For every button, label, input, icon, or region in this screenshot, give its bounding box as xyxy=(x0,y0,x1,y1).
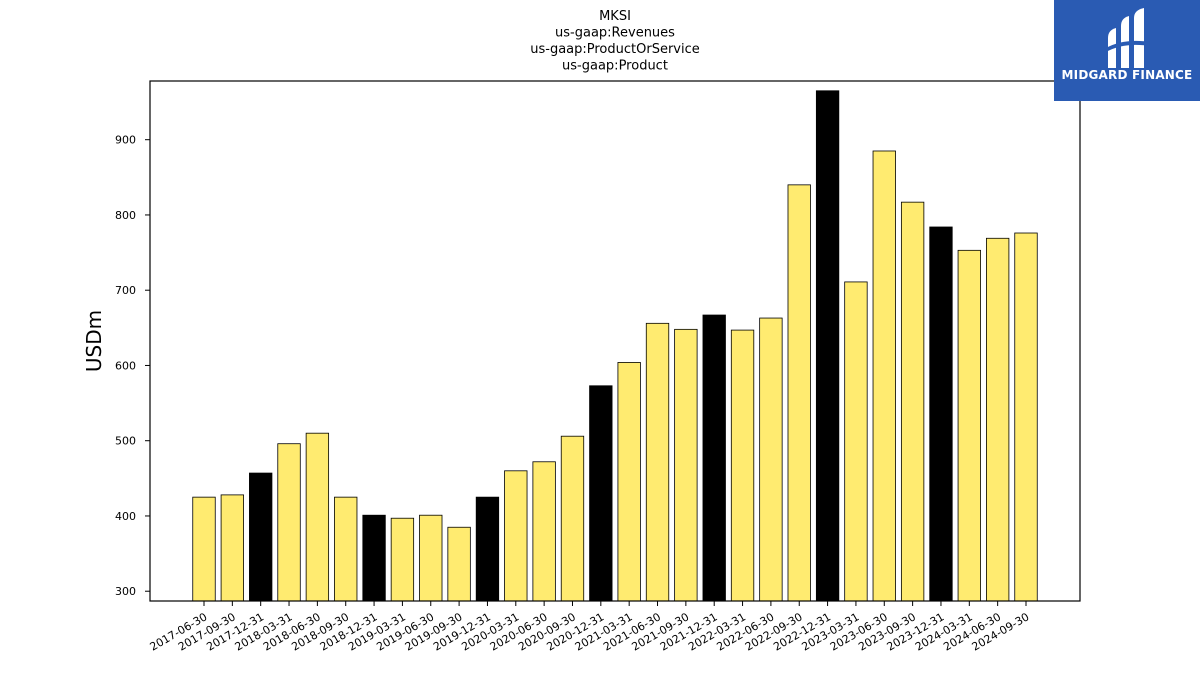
title-line-1: MKSI xyxy=(599,9,631,24)
bar-2021-09-30 xyxy=(674,328,698,602)
bar-2017-12-31 xyxy=(249,472,273,602)
y-tick-label-700: 700 xyxy=(115,284,136,297)
bar-2024-09-30 xyxy=(1014,232,1038,602)
bar-2022-03-31 xyxy=(730,329,755,602)
axes-frame xyxy=(149,80,1081,602)
bar-2017-06-30 xyxy=(192,496,216,602)
bar-2020-09-30 xyxy=(560,435,585,602)
bar-2021-03-31 xyxy=(617,362,641,602)
bar-2024-06-30 xyxy=(986,237,1010,602)
x-axis: 2017-06-302017-09-302017-12-312018-03-31… xyxy=(148,601,1032,654)
y-tick-label-500: 500 xyxy=(115,435,136,448)
bar-2019-03-31 xyxy=(390,517,415,602)
bar-2020-03-31 xyxy=(504,470,528,602)
bar-2020-06-30 xyxy=(532,461,556,602)
logo-text: MIDGARD FINANCE xyxy=(1061,68,1193,82)
bar-2018-09-30 xyxy=(334,496,358,602)
bar-2023-06-30 xyxy=(872,150,896,602)
bar-2024-03-31 xyxy=(957,249,981,602)
bar-2021-12-31 xyxy=(702,314,726,602)
bar-2018-03-31 xyxy=(277,443,301,602)
y-tick-label-900: 900 xyxy=(115,134,136,147)
y-tick-label-800: 800 xyxy=(115,209,136,222)
bar-2020-12-31 xyxy=(589,385,613,602)
bar-2022-09-30 xyxy=(787,184,811,602)
midgard-finance-logo: MIDGARD FINANCE xyxy=(1054,0,1200,101)
y-tick-label-300: 300 xyxy=(115,585,136,598)
bar-2019-12-31 xyxy=(475,496,500,602)
title-line-2: us-gaap:Revenues xyxy=(555,26,675,41)
bar-2023-03-31 xyxy=(844,281,868,602)
y-axis-label: USDm xyxy=(82,310,106,372)
bar-2023-12-31 xyxy=(929,226,953,602)
midgard-logo-icon xyxy=(1106,8,1150,68)
y-tick-label-400: 400 xyxy=(115,510,136,523)
y-tick-label-600: 600 xyxy=(115,359,136,372)
bar-2019-09-30 xyxy=(447,526,471,602)
bar-2019-06-30 xyxy=(419,514,443,602)
title-line-4: us-gaap:Product xyxy=(562,59,668,74)
bar-2023-09-30 xyxy=(900,201,925,602)
bar-2018-06-30 xyxy=(305,432,330,602)
bar-2018-12-31 xyxy=(362,514,386,602)
bar-2021-06-30 xyxy=(645,322,670,602)
y-axis: 300 400 500 600 700 800 900 xyxy=(115,134,150,598)
title-line-3: us-gaap:ProductOrService xyxy=(530,42,700,57)
bar-2017-09-30 xyxy=(220,494,244,602)
chart-title: MKSI us-gaap:Revenuesus-gaap:ProductOrSer… xyxy=(530,9,700,74)
bar-2022-06-30 xyxy=(759,317,783,602)
bar-2022-12-31 xyxy=(815,90,840,602)
bars xyxy=(192,90,1038,602)
